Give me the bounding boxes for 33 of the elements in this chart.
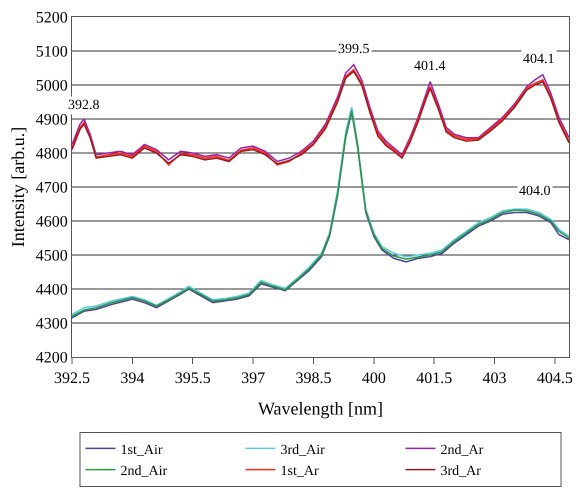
legend-label: 2nd_Air: [120, 464, 168, 480]
x-tick-label: 392.5: [54, 370, 90, 388]
y-tick-label: 4900: [36, 112, 68, 129]
y-axis-title: Intensity [arb.u.]: [8, 126, 28, 248]
x-tick-label: 401.5: [416, 370, 452, 388]
y-tick-label: 4200: [36, 350, 68, 367]
x-axis-title: Wavelength [nm]: [258, 398, 384, 418]
legend-label: 3rd_Air: [280, 442, 326, 458]
y-tick-label: 5100: [36, 44, 68, 61]
x-tick-label: 397: [241, 370, 266, 388]
x-tick-label: 398.5: [295, 370, 332, 388]
x-tick-label: 394: [120, 370, 144, 388]
y-tick-label: 5200: [36, 10, 68, 27]
y-tick-label: 4300: [36, 316, 68, 333]
annotation: 392.8: [68, 98, 100, 113]
y-tick-label: 4600: [36, 214, 68, 231]
x-tick-label: 404.5: [536, 370, 573, 388]
x-tick-label: 395.5: [174, 370, 211, 388]
annotation: 404.0: [519, 184, 550, 199]
y-tick-label: 5000: [36, 78, 68, 95]
y-tick-label: 4400: [36, 282, 68, 299]
x-tick-label: 403: [482, 370, 507, 388]
annotation: 401.4: [414, 59, 446, 74]
legend-label: 1st_Air: [120, 442, 163, 458]
legend-label: 3rd_Ar: [440, 464, 482, 480]
y-tick-label: 4800: [36, 146, 68, 163]
legend-label: 1st_Ar: [280, 464, 319, 480]
annotation: 399.5: [338, 42, 370, 57]
y-tick-label: 4500: [36, 248, 68, 265]
legend-label: 2nd_Ar: [440, 442, 484, 458]
y-tick-label: 4700: [36, 180, 68, 197]
annotation: 404.1: [523, 52, 554, 67]
x-tick-label: 400: [362, 370, 386, 388]
